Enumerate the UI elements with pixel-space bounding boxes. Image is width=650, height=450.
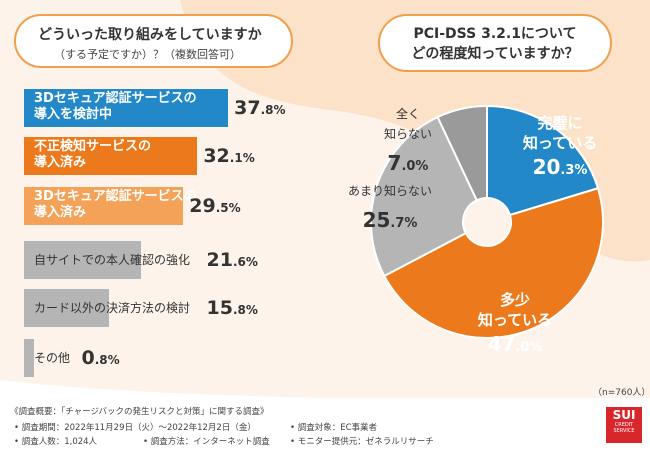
bar-4: 自サイトでの本人確認の強化 — [24, 241, 190, 279]
bar-label: 3Dセキュア認証サービスの 導入済み — [34, 189, 197, 220]
footer-overview: 《調査概要：「チャージバックの発生リスクと対策」に関する調査》 — [10, 407, 269, 417]
bar-label: 自サイトでの本人確認の強化 — [34, 253, 191, 267]
bar-label: 3Dセキュア認証サービスの 導入を検討中 — [34, 91, 197, 122]
bar-1: 3Dセキュア認証サービスの 導入を検討中 — [24, 89, 229, 127]
company-logo: SUI CREDIT SERVICE — [606, 407, 642, 443]
question-right-bubble: PCI-DSS 3.2.1について どの程度知っていますか？ — [378, 14, 612, 72]
pie-category-label: 完璧に — [537, 114, 582, 132]
bar-5: カード以外の決済方法の検討 — [24, 289, 190, 327]
question-left-bubble: どういった取り組みをしていますか （する予定ですか）？（複数回答可） — [14, 14, 293, 68]
question-left-line1: どういった取り組みをしていますか — [38, 27, 262, 43]
bar-value-label: 21.6% — [206, 249, 258, 271]
bar-label: その他 — [34, 351, 71, 365]
pie-category-label: 知らない — [384, 127, 432, 141]
bar-2: 不正検知サービスの 導入済み — [24, 137, 198, 175]
question-right-line2: どの程度知っていますか？ — [411, 46, 579, 62]
bar-label: 不正検知サービスの 導入済み — [34, 139, 152, 170]
footer-provider: • モニター提供元：ゼネラルリサーチ — [290, 437, 434, 447]
bar-value-label: 0.8% — [81, 347, 120, 369]
bar-label: カード以外の決済方法の検討 — [34, 301, 191, 315]
pie-category-label: 知っている — [523, 134, 597, 152]
pie-category-label: 多少 — [500, 291, 530, 309]
question-left-line2: （する予定ですか）？（複数回答可） — [54, 48, 241, 61]
pie-slice-4 — [436, 104, 488, 202]
sample-size: （n=760人） — [593, 388, 650, 398]
pie-value-label: 47.0% — [488, 332, 543, 356]
bar-value-label: 15.8% — [206, 297, 258, 319]
question-right-line1: PCI-DSS 3.2.1について — [413, 26, 577, 42]
pie-value-label: 20.3% — [533, 155, 588, 179]
pie-slice-2 — [382, 186, 604, 339]
pie-slice-1 — [486, 104, 600, 217]
bar-value-label: 32.1% — [203, 145, 255, 167]
pie-value-label: 7.0% — [388, 151, 429, 175]
pie-value-label: 25.7% — [363, 208, 418, 232]
pie-category-label: 知っている — [478, 311, 552, 329]
footer-method: • 調査方法：インターネット調査 — [143, 437, 270, 447]
footer-period: • 調査期間：2022年11月29日（火）～2022年12月2日（金） — [14, 423, 256, 433]
pie-category-label: あまり知らない — [348, 184, 432, 198]
pie-label-3: あまり知らない 25.7% — [348, 184, 432, 232]
pie-slice-3 — [370, 115, 479, 278]
footer-target: • 調査対象：EC事業者 — [290, 423, 378, 433]
footer-count: • 調査人数：1,024人 — [14, 437, 98, 447]
bar-6: その他 — [24, 339, 70, 377]
bar-value-label: 37.8% — [234, 97, 286, 119]
pie-category-label: 全く — [396, 106, 420, 121]
bar-3: 3Dセキュア認証サービスの 導入済み — [24, 187, 197, 225]
bar-value-label: 29.5% — [189, 195, 241, 217]
